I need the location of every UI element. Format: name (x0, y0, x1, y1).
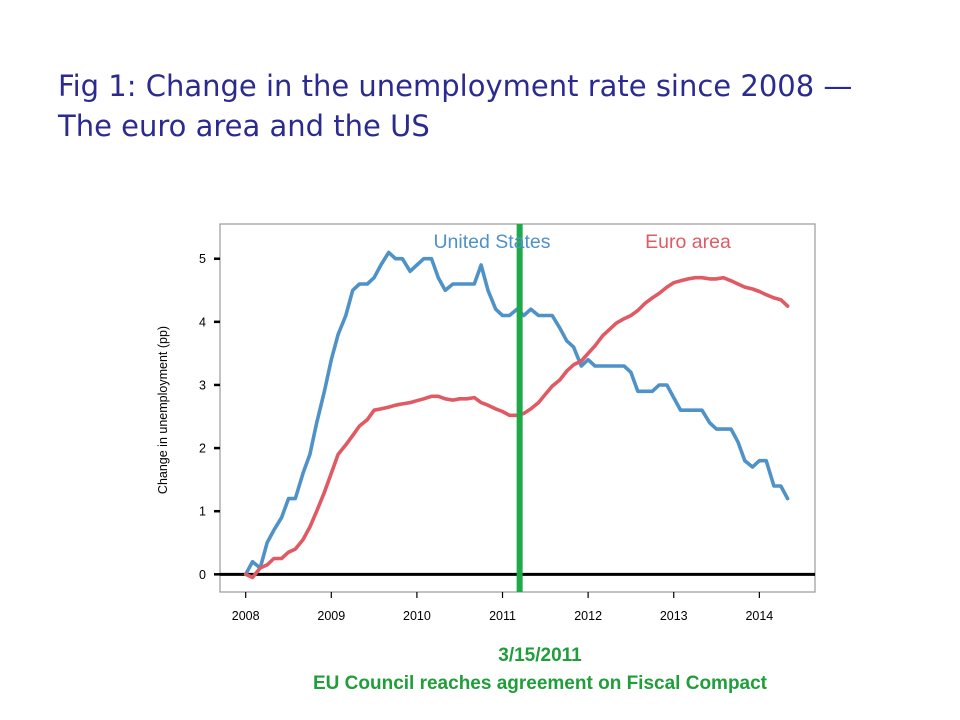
slide-title-line-1: Fig 1: Change in the unemployment rate s… (58, 69, 853, 103)
slide-title: Fig 1: Change in the unemployment rate s… (58, 66, 938, 146)
y-axis-label: Change in unemployment (pp) (156, 326, 170, 494)
y-tick-label: 1 (199, 505, 206, 519)
x-tick-label: 2011 (489, 609, 516, 623)
x-tick-label: 2013 (660, 609, 688, 623)
y-axis: 0 1 2 3 4 5 (199, 252, 220, 582)
annotation-text: EU Council reaches agreement on Fiscal C… (312, 673, 768, 694)
x-axis: 2008 2009 2010 2011 2012 2013 2014 (232, 592, 773, 623)
y-tick-label: 4 (199, 315, 206, 329)
legend: United States Euro area (433, 231, 731, 253)
y-tick-label: 2 (199, 442, 206, 456)
x-tick-label: 2010 (403, 609, 431, 623)
x-tick-label: 2009 (317, 609, 345, 623)
x-tick-label: 2012 (574, 609, 602, 623)
y-tick-label: 5 (199, 252, 206, 266)
y-tick-label: 0 (199, 568, 206, 582)
y-tick-label: 3 (199, 378, 206, 392)
legend-label-euro-area: Euro area (645, 231, 731, 253)
annotation-date: 3/15/2011 (498, 645, 582, 666)
x-tick-label: 2014 (745, 609, 773, 623)
x-tick-label: 2008 (232, 609, 260, 623)
slide-title-line-2: The euro area and the US (58, 109, 430, 143)
legend-label-united-states: United States (433, 231, 550, 253)
